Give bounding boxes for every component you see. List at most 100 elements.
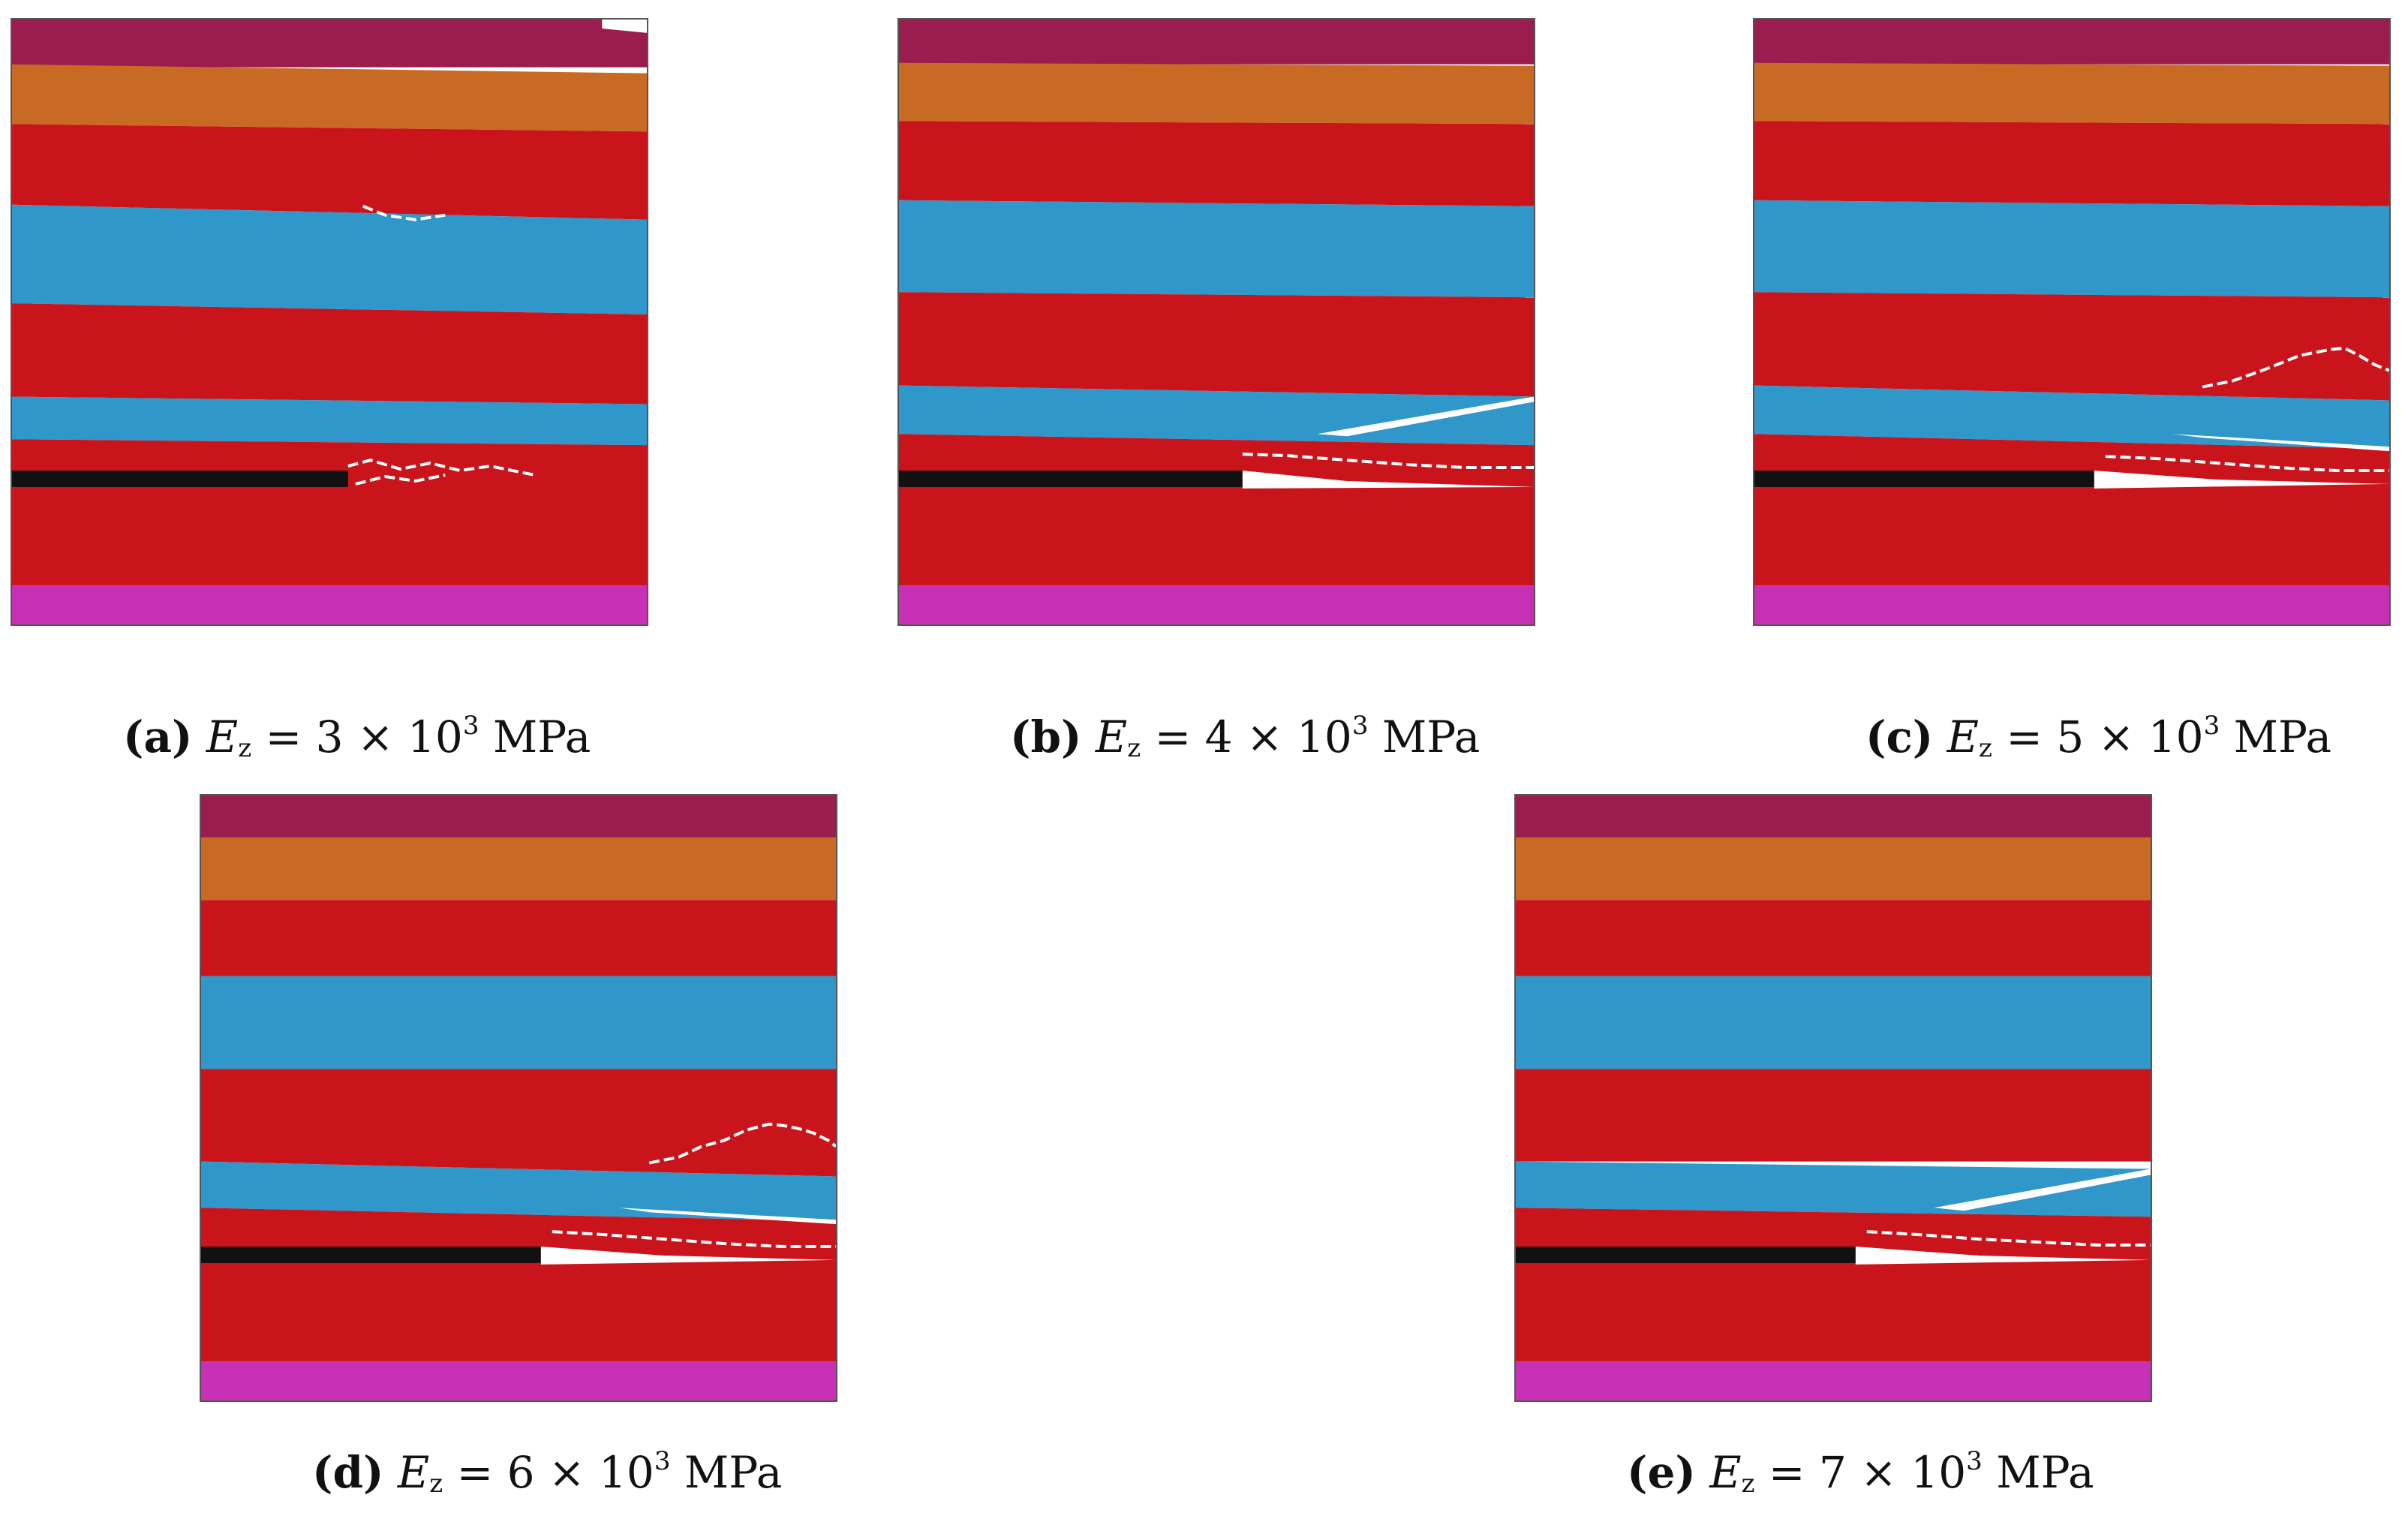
layer-red-3	[1516, 1208, 2151, 1362]
caption-unit: MPa	[670, 1447, 783, 1498]
caption-e: (e) Ez = 7 × 103 MPa	[1627, 1448, 2094, 1496]
layer-red-2	[899, 292, 1534, 397]
model-panel-c	[1753, 18, 2391, 626]
caption-variable: E	[1947, 711, 1979, 763]
crack-line	[1242, 453, 1534, 470]
caption-label: (d)	[312, 1447, 384, 1498]
caption-equation: = 4 × 10	[1141, 711, 1352, 763]
layer-magenta	[1754, 585, 2389, 624]
caption-variable: E	[206, 711, 239, 763]
layer-red-2	[201, 1069, 836, 1177]
layer-orange	[1754, 62, 2389, 125]
layer-top	[899, 20, 1534, 65]
layer-orange	[12, 64, 647, 132]
excavated-seam	[1754, 471, 2094, 487]
model-panel-d	[200, 794, 837, 1402]
goaf-void	[1855, 1247, 2151, 1265]
model-panel-b	[897, 18, 1535, 626]
layer-top	[1754, 20, 2389, 65]
strata-model-c	[1754, 20, 2389, 624]
caption-label: (a)	[123, 711, 193, 763]
crack-line	[347, 459, 536, 477]
excavated-seam	[201, 1247, 541, 1263]
layer-top	[12, 20, 647, 68]
crack-line	[362, 204, 446, 221]
crack-line	[552, 1230, 836, 1249]
layer-red-2	[1516, 1069, 2151, 1162]
caption-subscript: z	[1741, 1469, 1755, 1499]
layer-red-1	[12, 124, 647, 220]
caption-equation: = 7 × 10	[1754, 1447, 1967, 1498]
bed-separation	[619, 1208, 836, 1225]
caption-subscript: z	[1978, 733, 1992, 763]
caption-variable: E	[397, 1447, 430, 1498]
layer-blue-2	[12, 396, 647, 446]
arch-crack	[2202, 346, 2389, 389]
layer-blue-1	[1516, 976, 2151, 1069]
caption-d: (d) Ez = 6 × 103 MPa	[312, 1448, 782, 1496]
caption-label: (c)	[1865, 711, 1934, 763]
caption-subscript: z	[429, 1469, 443, 1499]
arch-crack	[648, 1122, 836, 1165]
layer-blue-1	[899, 200, 1534, 298]
crack-line	[355, 474, 446, 486]
caption-exponent: 3	[2203, 711, 2220, 741]
bed-separation	[1317, 396, 1534, 437]
excavated-seam	[899, 471, 1243, 487]
caption-equation: = 5 × 10	[1992, 711, 2204, 763]
crack-line	[1866, 1230, 2151, 1247]
caption-subscript: z	[238, 733, 252, 763]
layer-magenta	[201, 1361, 836, 1400]
bed-separation	[2172, 434, 2389, 452]
layer-orange	[201, 837, 836, 901]
caption-variable: E	[1095, 711, 1128, 763]
caption-unit: MPa	[2220, 711, 2332, 763]
caption-equation: = 3 × 10	[251, 711, 463, 763]
caption-unit: MPa	[479, 711, 591, 763]
bed-separation	[1934, 1169, 2151, 1211]
caption-exponent: 3	[654, 1446, 671, 1476]
goaf-void	[540, 1247, 836, 1265]
goaf-void	[1242, 471, 1534, 489]
caption-label: (b)	[1010, 711, 1082, 763]
layer-red-3	[899, 434, 1534, 586]
caption-exponent: 3	[462, 711, 479, 741]
layer-red-2	[12, 303, 647, 405]
layer-red-2	[1754, 292, 2389, 401]
strata-model-e	[1516, 796, 2151, 1400]
layer-orange	[1516, 837, 2151, 901]
layer-blue-1	[201, 976, 836, 1069]
layer-red-1	[1754, 121, 2389, 206]
layer-red-1	[201, 900, 836, 976]
caption-b: (b) Ez = 4 × 103 MPa	[1010, 713, 1480, 761]
layer-red-1	[1516, 900, 2151, 976]
layer-blue-1	[1754, 200, 2389, 298]
layer-top	[201, 796, 836, 839]
layer-red-3	[201, 1208, 836, 1362]
caption-c: (c) Ez = 5 × 103 MPa	[1865, 713, 2331, 761]
caption-variable: E	[1709, 1447, 1742, 1498]
caption-unit: MPa	[1368, 711, 1481, 763]
model-panel-e	[1514, 794, 2152, 1402]
layer-blue-2	[1754, 385, 2389, 450]
excavated-seam	[1516, 1247, 1856, 1263]
model-panel-a	[11, 18, 648, 626]
caption-exponent: 3	[1966, 1446, 1983, 1476]
layer-magenta	[1516, 1361, 2151, 1400]
layer-red-3	[12, 439, 647, 586]
layer-blue-2	[201, 1161, 836, 1222]
layer-top	[1516, 796, 2151, 839]
excavated-seam	[12, 471, 348, 487]
layer-red-1	[899, 121, 1534, 206]
layer-blue-1	[12, 204, 647, 315]
layer-red-3	[1754, 434, 2389, 586]
strata-model-b	[899, 20, 1534, 624]
caption-a: (a) Ez = 3 × 103 MPa	[123, 713, 591, 761]
layer-orange	[899, 62, 1534, 125]
layer-magenta	[899, 585, 1534, 624]
caption-equation: = 6 × 10	[443, 1447, 654, 1498]
caption-exponent: 3	[1351, 711, 1369, 741]
goaf-void	[2094, 471, 2389, 489]
caption-label: (e)	[1627, 1447, 1696, 1498]
layer-magenta	[12, 585, 647, 624]
